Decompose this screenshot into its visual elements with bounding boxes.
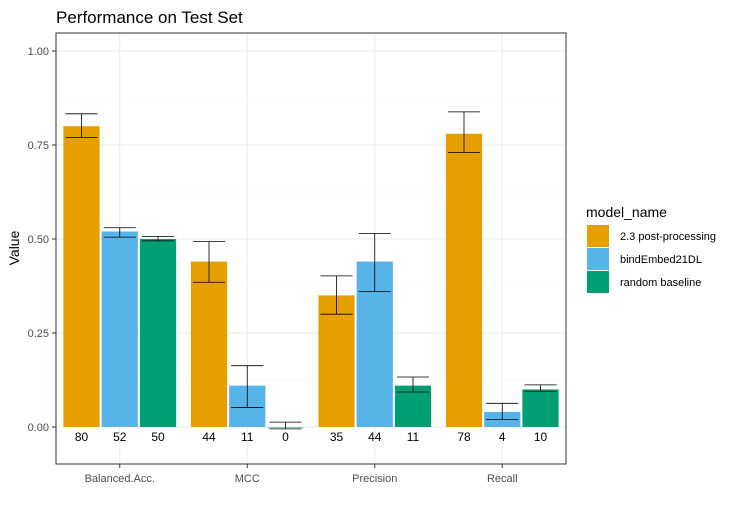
x-tick-label: Precision bbox=[352, 473, 397, 485]
bar-value-label: 44 bbox=[368, 430, 382, 444]
error-bar bbox=[396, 376, 430, 393]
bar-value-label: 35 bbox=[330, 430, 344, 444]
y-tick-label: 0.25 bbox=[28, 328, 49, 340]
legend-key bbox=[587, 271, 609, 293]
error-bar bbox=[65, 113, 98, 138]
bar bbox=[190, 261, 228, 427]
error-bar bbox=[192, 241, 226, 283]
y-tick-label: 0.50 bbox=[28, 234, 49, 246]
bar bbox=[139, 239, 177, 427]
bar-value-label: 44 bbox=[202, 430, 216, 444]
legend-key bbox=[587, 248, 609, 270]
bar-value-label: 10 bbox=[534, 430, 548, 444]
x-tick-label: Balanced.Acc. bbox=[85, 473, 155, 485]
bar-value-label: 78 bbox=[457, 430, 471, 444]
bar bbox=[445, 133, 483, 427]
bar-value-label: 4 bbox=[499, 430, 506, 444]
bar bbox=[318, 295, 355, 427]
bar bbox=[394, 385, 432, 427]
x-tick-label: Recall bbox=[487, 473, 518, 485]
bar-value-label: 0 bbox=[282, 430, 289, 444]
panel-border bbox=[55, 32, 567, 465]
legend-title: model_name bbox=[586, 204, 667, 220]
error-bar bbox=[486, 402, 519, 420]
bar bbox=[522, 389, 559, 427]
chart-title: Performance on Test Set bbox=[56, 8, 243, 27]
error-bar bbox=[358, 232, 391, 293]
error-bar bbox=[447, 111, 481, 153]
bar-value-label: 11 bbox=[241, 430, 254, 444]
legend-label: 2.3 post-processing bbox=[620, 231, 716, 243]
error-bar bbox=[103, 227, 136, 238]
legend: model_name 2.3 post-processing bindEmbed2… bbox=[586, 204, 716, 293]
legend-label: random baseline bbox=[620, 277, 701, 289]
error-bar bbox=[231, 365, 264, 408]
y-tick-label: 0.75 bbox=[28, 140, 49, 152]
error-bar bbox=[320, 275, 353, 315]
bar-value-label: 50 bbox=[151, 430, 165, 444]
bar-value-label: 11 bbox=[407, 430, 420, 444]
y-axis-title: Value bbox=[6, 230, 22, 265]
error-bar bbox=[141, 235, 175, 242]
bar-value-label: 80 bbox=[75, 430, 89, 444]
legend-label: bindEmbed21DL bbox=[620, 254, 702, 266]
bar bbox=[101, 231, 138, 427]
error-bar bbox=[269, 421, 302, 430]
legend-key bbox=[587, 225, 609, 247]
y-tick-label: 1.00 bbox=[28, 46, 49, 58]
bar bbox=[63, 126, 100, 427]
error-bar bbox=[524, 384, 557, 392]
y-tick-label: 0.00 bbox=[28, 422, 49, 434]
bar-value-label: 52 bbox=[113, 430, 127, 444]
x-tick-label: MCC bbox=[235, 473, 260, 485]
